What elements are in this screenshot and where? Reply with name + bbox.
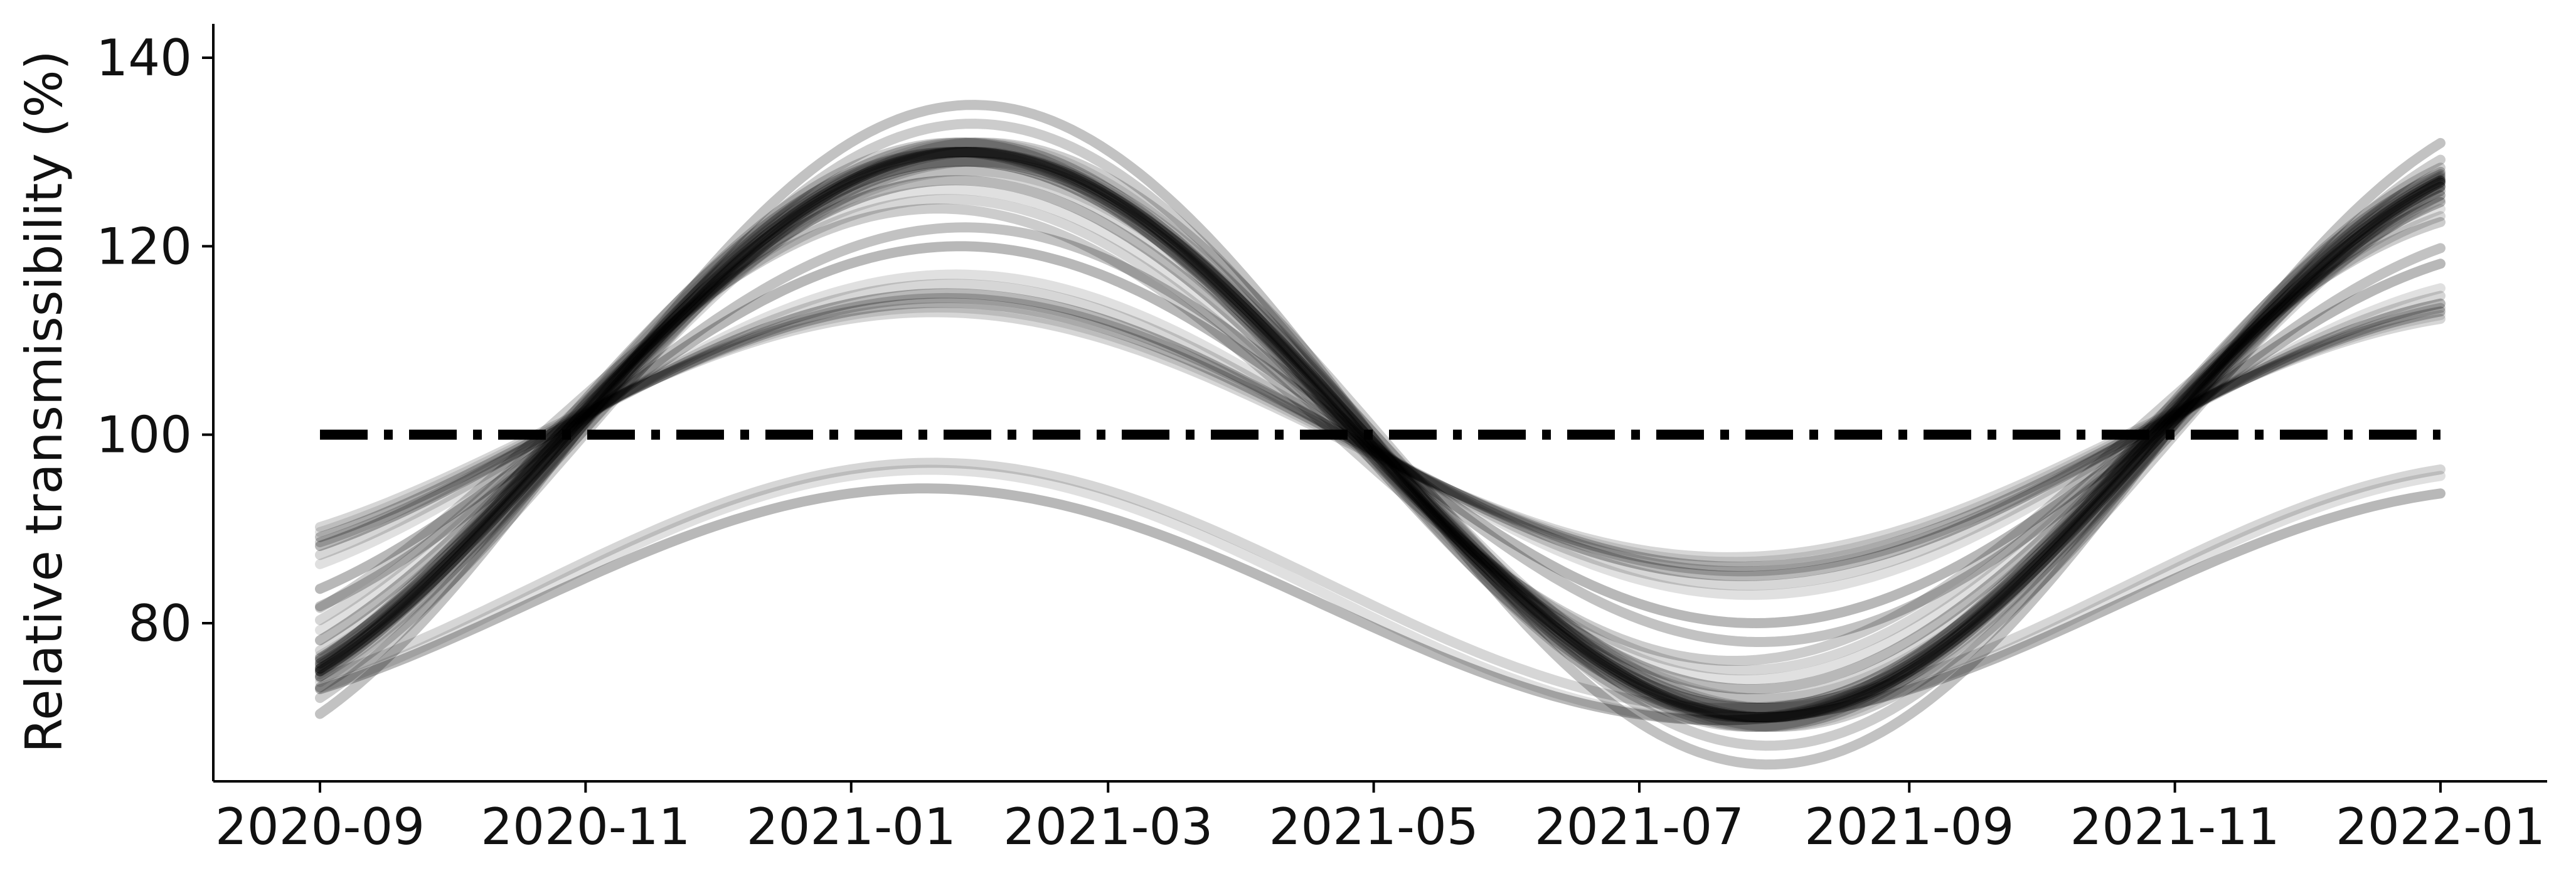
series-line <box>315 137 2446 732</box>
series-line <box>315 119 2446 751</box>
series-line <box>315 269 2446 600</box>
series-line <box>315 302 2446 567</box>
series-line <box>315 166 2446 704</box>
x-ticks: 2020-09 2020-11 2021-01 2021-03 2021-05 2021-… <box>215 781 2545 856</box>
series-line <box>315 147 2446 723</box>
y-tick-label: 120 <box>96 217 192 276</box>
series-line <box>315 156 2446 714</box>
series-line <box>315 147 2446 723</box>
series-line <box>315 185 2446 685</box>
series-line <box>315 137 2446 732</box>
series-line <box>315 147 2446 723</box>
y-ticks: 80 100 120 140 <box>96 29 213 653</box>
series-line <box>315 464 2446 725</box>
x-tick-label: 2020-09 <box>215 798 425 856</box>
x-tick-label: 2021-05 <box>1269 798 1478 856</box>
series-line <box>315 166 2446 704</box>
series-line <box>315 147 2446 723</box>
y-tick-label: 140 <box>96 29 192 87</box>
series-line <box>315 279 2446 591</box>
x-tick-label: 2020-11 <box>481 798 690 856</box>
series-line <box>315 147 2446 723</box>
x-tick-label: 2021-11 <box>2070 798 2279 856</box>
series-line <box>315 156 2446 714</box>
series-line <box>315 175 2446 695</box>
series-line <box>315 147 2446 723</box>
series-line <box>315 288 2446 581</box>
axes <box>212 24 2547 783</box>
series-line <box>315 100 2446 770</box>
series-line <box>315 222 2446 648</box>
series-line <box>315 137 2446 732</box>
x-tick-label: 2021-09 <box>1804 798 2014 856</box>
y-axis-title: Relative transmissibility (%) <box>15 50 73 753</box>
series-line <box>315 156 2446 714</box>
series-line <box>315 147 2446 723</box>
series-line <box>315 292 2446 577</box>
x-tick-label: 2022-01 <box>2336 798 2545 856</box>
y-tick-label: 80 <box>128 594 192 653</box>
series-line <box>315 147 2446 723</box>
series-line <box>315 194 2446 675</box>
series-layer <box>315 100 2446 770</box>
x-tick-label: 2021-01 <box>747 798 956 856</box>
x-tick-label: 2021-07 <box>1535 798 1744 856</box>
series-line <box>315 483 2446 725</box>
series-line <box>315 297 2446 572</box>
series-line <box>315 137 2446 732</box>
series-line <box>315 307 2446 562</box>
series-line <box>315 156 2446 714</box>
series-line <box>315 241 2446 629</box>
x-tick-label: 2021-03 <box>1003 798 1213 856</box>
series-line <box>315 203 2446 666</box>
y-tick-label: 100 <box>96 406 192 464</box>
series-line <box>315 458 2446 714</box>
series-line <box>315 147 2446 723</box>
